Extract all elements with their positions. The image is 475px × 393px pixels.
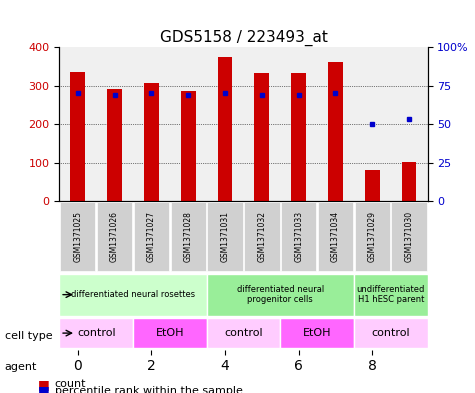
Text: ■: ■ (38, 384, 50, 393)
Text: GSM1371028: GSM1371028 (184, 211, 193, 263)
Bar (328, 62, 343, 201)
Bar (218, 57, 232, 201)
Bar (365, 170, 380, 201)
Text: GSM1371030: GSM1371030 (405, 211, 414, 263)
FancyBboxPatch shape (60, 202, 95, 272)
FancyBboxPatch shape (59, 318, 133, 348)
Text: GSM1371027: GSM1371027 (147, 211, 156, 263)
Text: GSM1371025: GSM1371025 (73, 211, 82, 263)
Text: EtOH: EtOH (303, 328, 332, 338)
Bar (291, 73, 306, 201)
FancyBboxPatch shape (207, 274, 354, 316)
Text: EtOH: EtOH (156, 328, 184, 338)
Bar (144, 83, 159, 201)
FancyBboxPatch shape (208, 202, 243, 272)
Text: differentiated neural rosettes: differentiated neural rosettes (71, 290, 195, 299)
Text: ■: ■ (38, 378, 50, 391)
Text: GSM1371026: GSM1371026 (110, 211, 119, 263)
Text: control: control (77, 328, 115, 338)
FancyBboxPatch shape (281, 202, 316, 272)
FancyBboxPatch shape (207, 318, 280, 348)
Text: differentiated neural
progenitor cells: differentiated neural progenitor cells (237, 285, 324, 304)
FancyBboxPatch shape (280, 318, 354, 348)
Text: undifferentiated
H1 hESC parent: undifferentiated H1 hESC parent (357, 285, 425, 304)
FancyBboxPatch shape (59, 274, 207, 316)
Bar (255, 73, 269, 201)
FancyBboxPatch shape (354, 274, 428, 316)
FancyBboxPatch shape (97, 202, 132, 272)
Text: control: control (371, 328, 410, 338)
Text: GSM1371031: GSM1371031 (220, 211, 229, 263)
FancyBboxPatch shape (318, 202, 353, 272)
Bar (181, 91, 196, 201)
FancyBboxPatch shape (171, 202, 206, 272)
Text: GSM1371033: GSM1371033 (294, 211, 303, 263)
FancyBboxPatch shape (134, 202, 169, 272)
Title: GDS5158 / 223493_at: GDS5158 / 223493_at (160, 29, 327, 46)
FancyBboxPatch shape (354, 318, 428, 348)
Text: GSM1371034: GSM1371034 (331, 211, 340, 263)
FancyBboxPatch shape (133, 318, 207, 348)
Bar (107, 90, 122, 201)
Text: control: control (224, 328, 263, 338)
Text: agent: agent (5, 362, 37, 373)
Text: GSM1371032: GSM1371032 (257, 211, 266, 263)
FancyBboxPatch shape (391, 202, 427, 272)
FancyBboxPatch shape (355, 202, 390, 272)
Bar (70, 72, 85, 201)
Text: count: count (55, 379, 86, 389)
Text: percentile rank within the sample: percentile rank within the sample (55, 386, 243, 393)
FancyBboxPatch shape (244, 202, 279, 272)
Text: GSM1371029: GSM1371029 (368, 211, 377, 263)
Bar (402, 162, 417, 201)
Text: cell type: cell type (5, 331, 52, 341)
